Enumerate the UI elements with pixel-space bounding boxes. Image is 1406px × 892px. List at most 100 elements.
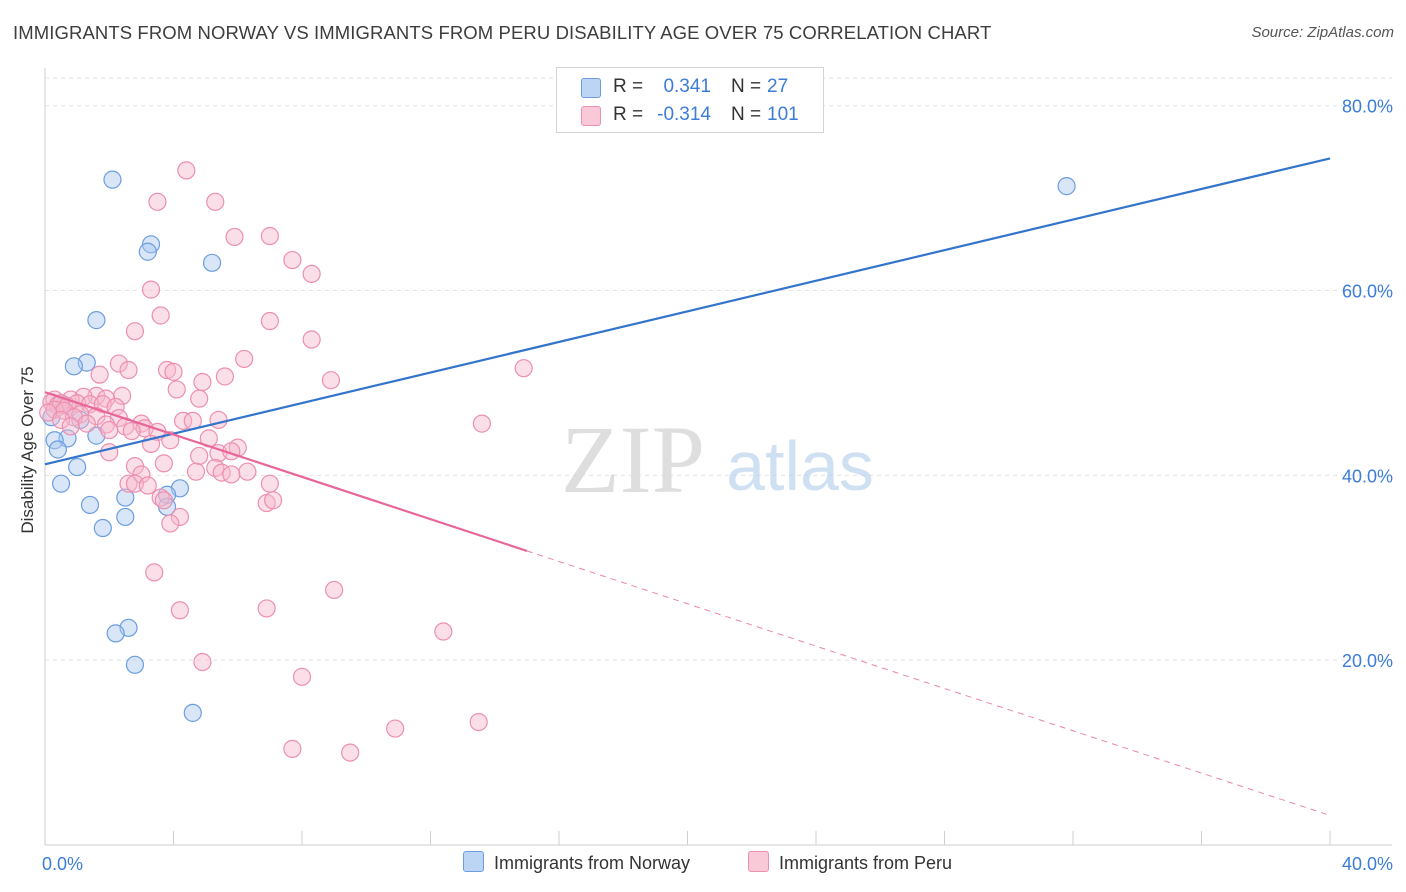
peru-point — [386, 719, 405, 738]
norway-point — [116, 507, 135, 527]
peru-point — [514, 359, 533, 378]
peru-point — [238, 462, 257, 481]
peru-point — [260, 226, 279, 246]
peru-point — [119, 360, 138, 380]
peru-point — [325, 580, 344, 600]
y-tick-label: 60.0% — [1342, 282, 1393, 302]
bottom-peru-swatch — [748, 851, 769, 872]
y-tick-label: 40.0% — [1342, 466, 1393, 486]
peru-trend-extension — [526, 550, 1331, 816]
peru-point — [190, 446, 209, 466]
peru-point — [206, 192, 225, 211]
peru-point — [225, 227, 244, 247]
peru-point — [302, 330, 321, 349]
correlation-legend: R = 0.341 N = 27 R = -0.314 N = 101 — [556, 67, 824, 133]
peru-r-value: -0.314 — [657, 104, 711, 125]
peru-point — [434, 622, 453, 641]
peru-trend-line — [44, 391, 528, 552]
chart-title: IMMIGRANTS FROM NORWAY VS IMMIGRANTS FRO… — [13, 22, 992, 43]
norway-series — [42, 170, 1076, 722]
peru-point — [193, 372, 212, 392]
watermark-zip: ZIP — [561, 406, 705, 513]
y-tick-label: 80.0% — [1342, 97, 1393, 117]
peru-point — [263, 491, 283, 510]
norway-n-label: N = — [731, 76, 762, 97]
legend-row-norway: R = 0.341 N = 27 — [557, 73, 823, 101]
peru-point — [148, 192, 167, 211]
y-axis-label-wrap: Disability Age Over 75 — [8, 300, 48, 600]
peru-point — [100, 420, 119, 440]
legend-row-peru: R = -0.314 N = 101 — [557, 101, 823, 129]
peru-point — [472, 414, 491, 433]
peru-point — [260, 311, 279, 331]
peru-point — [154, 454, 173, 473]
peru-point — [151, 306, 170, 325]
norway-point — [1057, 177, 1076, 196]
peru-r-label: R = — [613, 104, 644, 125]
peru-point — [193, 652, 212, 672]
peru-point — [283, 739, 302, 758]
peru-point — [302, 264, 321, 284]
peru-point — [161, 514, 180, 533]
peru-point — [260, 474, 279, 493]
peru-n-value: 101 — [767, 104, 799, 125]
y-tick-label: 20.0% — [1342, 651, 1393, 671]
peru-point — [51, 410, 71, 430]
norway-point — [183, 703, 202, 722]
peru-point — [154, 491, 173, 510]
axes — [44, 68, 1392, 846]
peru-point — [186, 462, 206, 481]
x-tick-label: 40.0% — [1342, 854, 1393, 874]
peru-point — [119, 474, 138, 493]
peru-point — [222, 465, 241, 484]
norway-swatch — [581, 78, 601, 98]
peru-point — [292, 667, 312, 686]
peru-point — [125, 322, 145, 341]
peru-point — [257, 599, 276, 618]
tick-labels: 20.0% 40.0% 60.0% 80.0% 0.0% 40.0% — [42, 97, 1393, 874]
norway-point — [68, 457, 87, 477]
norway-point — [87, 311, 106, 330]
peru-point — [145, 563, 164, 582]
norway-point — [116, 488, 135, 507]
bottom-peru-label: Immigrants from Peru — [779, 853, 953, 873]
norway-n-value: 27 — [767, 76, 789, 97]
norway-point — [106, 624, 125, 643]
norway-point — [103, 170, 122, 189]
bottom-legend-peru: Immigrants from Peru — [748, 851, 952, 874]
peru-point — [141, 280, 161, 299]
peru-point — [283, 250, 302, 270]
peru-point — [90, 365, 109, 384]
peru-point — [100, 443, 119, 462]
norway-point — [202, 253, 222, 272]
peru-point — [167, 380, 186, 399]
norway-point — [138, 242, 157, 261]
peru-point — [132, 465, 151, 484]
bottom-legend-norway: Immigrants from Norway — [463, 851, 690, 874]
peru-point — [109, 354, 128, 373]
peru-series — [39, 161, 533, 762]
norway-r-value: 0.341 — [663, 76, 711, 97]
peru-point — [164, 362, 183, 381]
watermark: ZIP atlas — [561, 406, 874, 513]
peru-point — [138, 476, 157, 495]
peru-point — [96, 415, 116, 434]
peru-point — [235, 349, 254, 369]
peru-point — [321, 371, 341, 390]
peru-swatch — [581, 106, 601, 126]
y-axis-label: Disability Age Over 75 — [18, 366, 37, 534]
peru-point — [215, 367, 234, 386]
peru-point — [177, 161, 196, 180]
peru-point — [61, 417, 80, 436]
norway-trend-line — [44, 157, 1331, 466]
norway-r-label: R = — [613, 76, 644, 97]
peru-point — [190, 389, 209, 408]
peru-point — [157, 360, 177, 380]
bottom-norway-label: Immigrants from Norway — [494, 853, 691, 873]
norway-point — [125, 655, 145, 674]
peru-point — [170, 601, 190, 620]
bottom-norway-swatch — [463, 851, 484, 872]
peru-n-label: N = — [731, 104, 762, 125]
peru-point — [209, 410, 228, 430]
